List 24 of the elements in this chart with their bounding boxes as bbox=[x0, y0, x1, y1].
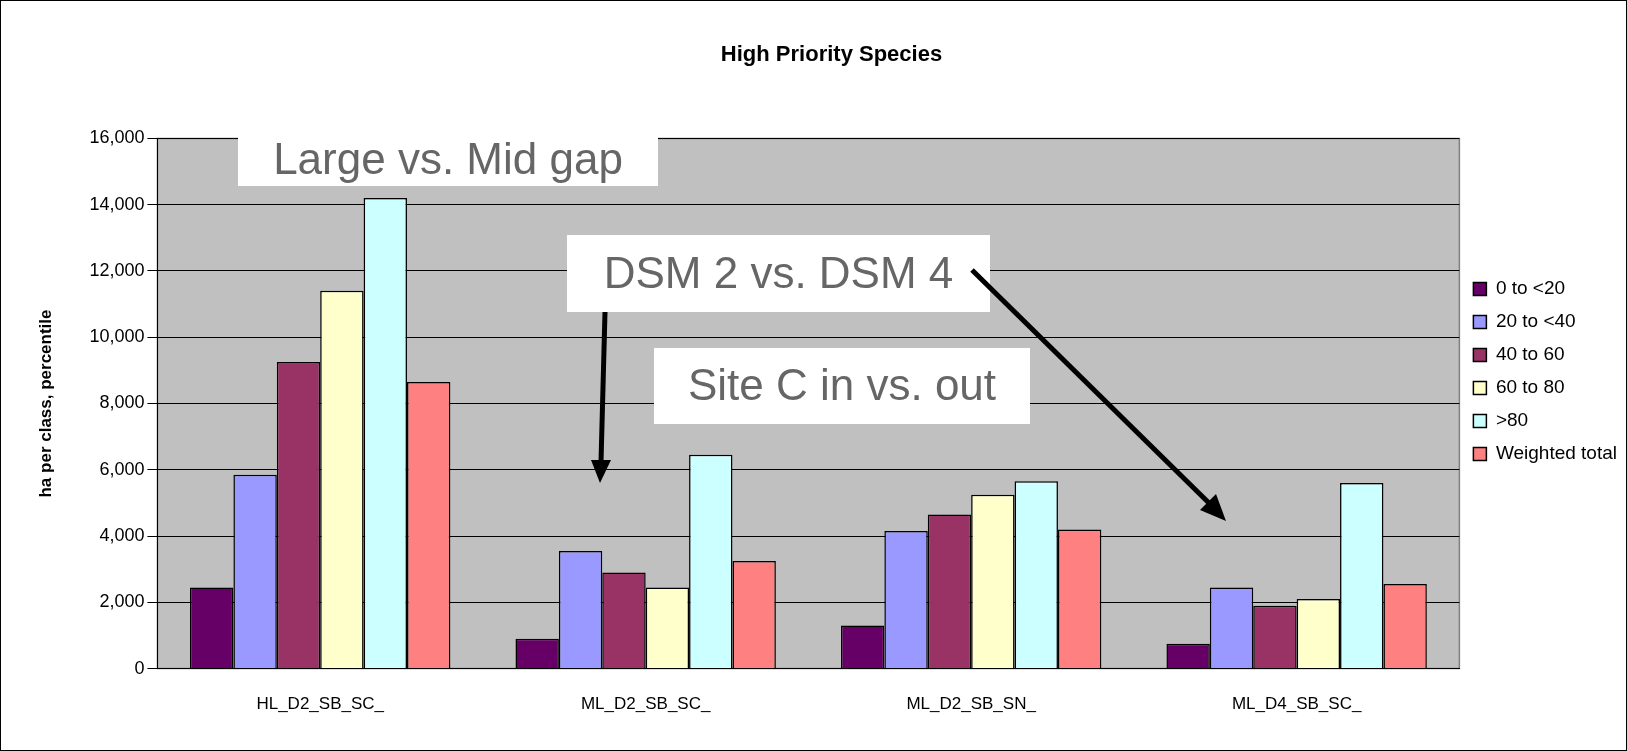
x-tick-label: ML_D4_SB_SC_ bbox=[1231, 694, 1362, 714]
legend-label: Weighted total bbox=[1495, 442, 1618, 464]
y-tick-label: 16,000 bbox=[89, 127, 145, 148]
y-tick-label: 10,000 bbox=[89, 326, 145, 347]
legend-label: 40 to 60 bbox=[1495, 343, 1565, 365]
y-tick-label: 12,000 bbox=[89, 259, 145, 280]
y-tick-label: 2,000 bbox=[99, 591, 145, 612]
legend-label: 0 to <20 bbox=[1495, 277, 1566, 299]
y-axis-title: ha per class, percentile bbox=[35, 309, 55, 498]
legend-label: 20 to <40 bbox=[1495, 310, 1576, 332]
legend-label: >80 bbox=[1495, 409, 1529, 431]
x-tick-label: ML_D2_SB_SC_ bbox=[580, 694, 711, 714]
annotation: DSM 2 vs. DSM 4 bbox=[603, 247, 954, 297]
y-tick-label: 0 bbox=[134, 657, 145, 678]
x-tick-label: ML_D2_SB_SN_ bbox=[906, 694, 1037, 714]
annotation: Site C in vs. out bbox=[687, 360, 997, 410]
x-tick-label: HL_D2_SB_SC_ bbox=[256, 694, 385, 714]
chart-title: High Priority Species bbox=[720, 41, 943, 67]
legend-label: 60 to 80 bbox=[1495, 376, 1565, 398]
annotation: Large vs. Mid gap bbox=[273, 133, 623, 183]
y-tick-label: 14,000 bbox=[89, 193, 145, 214]
y-tick-label: 4,000 bbox=[99, 525, 145, 546]
y-tick-label: 8,000 bbox=[99, 392, 145, 413]
y-tick-label: 6,000 bbox=[99, 458, 145, 479]
